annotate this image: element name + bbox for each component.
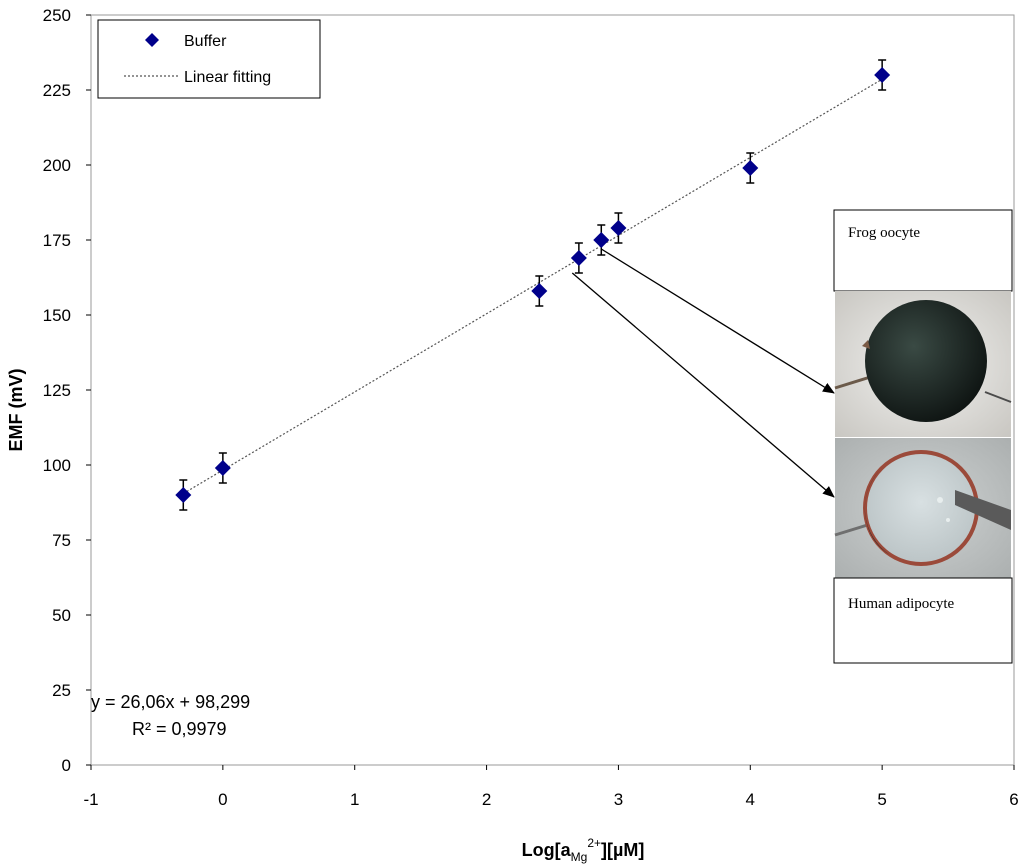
data-point	[570, 250, 587, 266]
human-adipocyte-image	[834, 438, 1011, 579]
human-label: Human adipocyte	[848, 596, 955, 612]
legend-label-buffer: Buffer	[184, 33, 227, 50]
data-point	[593, 232, 610, 248]
legend-box	[97, 19, 321, 99]
arrow-frog	[600, 248, 835, 394]
x-tick-label: 0	[218, 790, 227, 809]
x-tick-label: 6	[1009, 790, 1018, 809]
x-tick-label: 3	[614, 790, 623, 809]
frog-label-box	[833, 209, 1013, 292]
data-point	[742, 160, 759, 176]
y-tick-label: 200	[43, 156, 71, 175]
data-points	[175, 59, 891, 511]
y-tick-label: 125	[43, 381, 71, 400]
fit-equation: y = 26,06x + 98,299	[91, 692, 250, 712]
x-tick-label: 2	[482, 790, 491, 809]
x-axis-title: Log[aMg2+][µM]	[522, 836, 645, 864]
y-tick-label: 100	[43, 456, 71, 475]
data-point	[531, 283, 548, 299]
data-point	[874, 67, 891, 83]
fit-r-squared: R² = 0,9979	[132, 719, 227, 739]
x-axis-ticks: -1 0 1 2 3 4 5 6	[83, 765, 1019, 809]
data-point	[175, 487, 192, 503]
x-tick-label: 4	[746, 790, 755, 809]
x-axis-title-suffix: ][µM]	[601, 840, 644, 860]
y-tick-label: 50	[52, 606, 71, 625]
y-axis-ticks: 0 25 50 75 100 125 150 175 200 225 250	[43, 6, 91, 775]
x-axis-title-sub: Mg	[571, 850, 588, 864]
legend-marker-buffer	[145, 33, 159, 47]
y-tick-label: 225	[43, 81, 71, 100]
human-label-box	[833, 577, 1013, 664]
y-tick-label: 150	[43, 306, 71, 325]
x-tick-label: 5	[877, 790, 886, 809]
data-point	[610, 220, 627, 236]
x-tick-label: -1	[83, 790, 98, 809]
y-tick-label: 25	[52, 681, 71, 700]
x-tick-label: 1	[350, 790, 359, 809]
callout-arrows	[571, 248, 835, 498]
y-tick-label: 250	[43, 6, 71, 25]
y-tick-label: 75	[52, 531, 71, 550]
data-point	[214, 460, 231, 476]
frog-label: Frog oocyte	[848, 225, 920, 241]
legend-label-fit: Linear fitting	[184, 69, 271, 86]
linear-fit-line	[182, 78, 883, 495]
y-axis-title: EMF (mV)	[6, 368, 26, 451]
x-axis-title-prefix: Log[a	[522, 840, 572, 860]
y-tick-label: 0	[62, 756, 71, 775]
y-tick-label: 175	[43, 231, 71, 250]
arrow-human	[571, 272, 835, 498]
x-axis-title-sup: 2+	[587, 836, 601, 850]
legend: Buffer Linear fitting	[97, 19, 321, 99]
frog-oocyte-image	[834, 291, 1012, 437]
